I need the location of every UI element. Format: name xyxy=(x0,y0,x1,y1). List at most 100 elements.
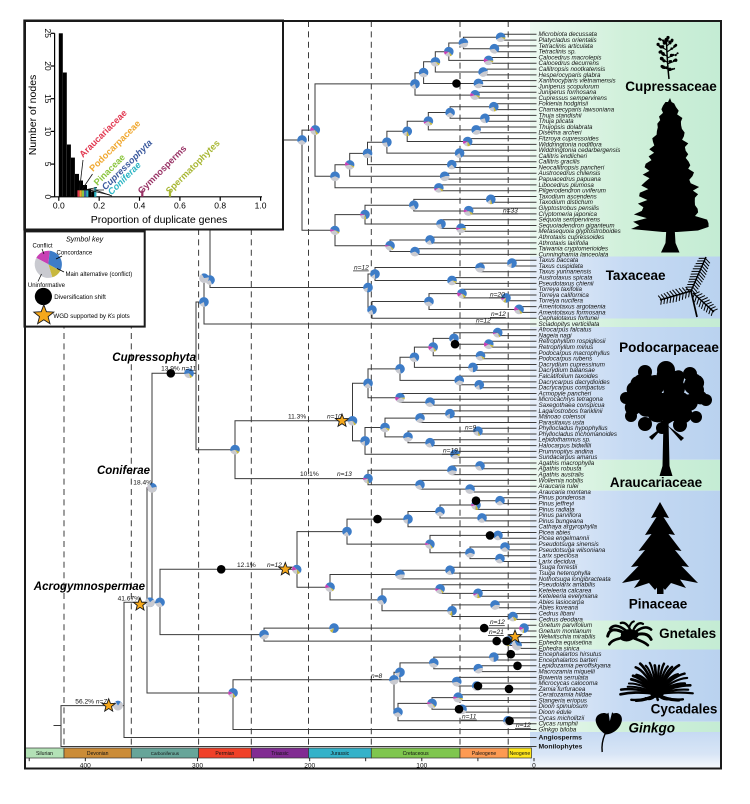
svg-text:Podocarpus macrophyllus: Podocarpus macrophyllus xyxy=(539,350,610,357)
svg-text:Dioon edule: Dioon edule xyxy=(539,709,573,716)
svg-text:Nothotsuga longibracteata: Nothotsuga longibracteata xyxy=(539,576,612,583)
svg-text:Jurassic: Jurassic xyxy=(331,751,350,757)
svg-text:Calocedrus decurrens: Calocedrus decurrens xyxy=(539,60,600,67)
svg-text:Acrogymnospermae: Acrogymnospermae xyxy=(33,581,146,593)
svg-text:Torreya taxifolia: Torreya taxifolia xyxy=(539,286,583,293)
svg-text:300: 300 xyxy=(192,763,203,770)
svg-text:Ginkgo biloba: Ginkgo biloba xyxy=(539,726,577,733)
svg-text:Ceratozamia hildae: Ceratozamia hildae xyxy=(539,692,593,699)
svg-text:Conflict: Conflict xyxy=(33,244,53,250)
svg-text:n=19: n=19 xyxy=(443,448,458,455)
svg-text:Dacrycarpus dacrydioides: Dacrycarpus dacrydioides xyxy=(539,379,610,386)
svg-text:Tsuga forrestii: Tsuga forrestii xyxy=(539,564,578,571)
svg-text:n=21: n=21 xyxy=(489,629,504,636)
svg-text:13.9% n=11: 13.9% n=11 xyxy=(161,366,196,373)
svg-text:20: 20 xyxy=(43,61,53,71)
svg-text:Prumnopitys andina: Prumnopitys andina xyxy=(539,448,594,455)
svg-text:Podocarpus rubens: Podocarpus rubens xyxy=(539,356,593,363)
svg-text:11.3%: 11.3% xyxy=(288,413,306,420)
svg-text:Calocedrus macrolepis: Calocedrus macrolepis xyxy=(539,54,602,61)
svg-text:400: 400 xyxy=(80,763,91,770)
svg-text:Devonian: Devonian xyxy=(87,751,109,757)
svg-text:100: 100 xyxy=(416,763,427,770)
svg-text:Tetraclinis sp.: Tetraclinis sp. xyxy=(539,49,577,56)
svg-text:Main alternative (conflict): Main alternative (conflict) xyxy=(66,272,133,278)
svg-text:Microcycas calocoma: Microcycas calocoma xyxy=(539,680,599,687)
svg-text:0.6: 0.6 xyxy=(174,201,186,211)
svg-text:Tsuga heterophylla: Tsuga heterophylla xyxy=(539,570,592,577)
svg-text:Lepidozamia peroffskyana: Lepidozamia peroffskyana xyxy=(539,663,612,670)
svg-text:Silurian: Silurian xyxy=(36,751,53,757)
svg-text:Cedrus libani: Cedrus libani xyxy=(539,611,576,618)
svg-text:Dacrycarpus compactus: Dacrycarpus compactus xyxy=(539,385,605,392)
svg-text:0.4: 0.4 xyxy=(134,201,146,211)
svg-text:Acmopyle pancheri: Acmopyle pancheri xyxy=(538,390,592,397)
svg-text:Callitris endlicheri: Callitris endlicheri xyxy=(539,153,588,160)
svg-text:Taxodium distichum: Taxodium distichum xyxy=(539,199,593,206)
svg-text:Uninformative: Uninformative xyxy=(28,283,66,289)
svg-text:Diselma archeri: Diselma archeri xyxy=(539,130,583,137)
svg-text:Sequoia sempervirens: Sequoia sempervirens xyxy=(539,217,601,224)
svg-text:Torreya nucifera: Torreya nucifera xyxy=(539,298,584,305)
svg-text:Cupressophyta: Cupressophyta xyxy=(112,352,196,364)
svg-text:Araucariaceae: Araucariaceae xyxy=(610,475,703,490)
svg-text:Cedrus deodara: Cedrus deodara xyxy=(539,616,584,623)
svg-text:Cupressaceae: Cupressaceae xyxy=(625,79,717,94)
svg-text:Pinus bungeana: Pinus bungeana xyxy=(539,518,584,525)
svg-text:Carboniferous: Carboniferous xyxy=(151,751,180,756)
svg-text:Symbol key: Symbol key xyxy=(66,235,104,244)
svg-text:Agathis australis: Agathis australis xyxy=(538,472,584,479)
svg-text:Ephedra sinica: Ephedra sinica xyxy=(539,645,580,652)
svg-text:Thuja standishii: Thuja standishii xyxy=(539,112,583,119)
svg-text:Fokienia hodginsii: Fokienia hodginsii xyxy=(539,101,589,108)
svg-text:Torreya californica: Torreya californica xyxy=(539,292,590,299)
svg-text:Widdringtonia cedarbergensis: Widdringtonia cedarbergensis xyxy=(539,147,621,154)
svg-text:Thujopsis dolabrata: Thujopsis dolabrata xyxy=(539,124,594,131)
svg-text:Dacrydium balansae: Dacrydium balansae xyxy=(539,367,596,374)
svg-text:Amentotaxus formosana: Amentotaxus formosana xyxy=(538,309,607,316)
svg-text:n=12: n=12 xyxy=(516,722,531,729)
svg-text:Macrozamia miquelii: Macrozamia miquelii xyxy=(539,669,596,676)
svg-text:Microbiota decussata: Microbiota decussata xyxy=(539,31,598,38)
svg-text:n=9: n=9 xyxy=(465,425,477,432)
svg-text:10.1%: 10.1% xyxy=(300,471,319,478)
svg-text:Pseudolarix amabilis: Pseudolarix amabilis xyxy=(539,582,596,589)
svg-text:Monilophytes: Monilophytes xyxy=(539,744,583,751)
svg-text:Neogene: Neogene xyxy=(510,751,531,757)
svg-text:Taxus yunnanensis: Taxus yunnanensis xyxy=(539,269,592,276)
svg-text:Pinus parviflora: Pinus parviflora xyxy=(539,512,582,519)
svg-text:Falcatifolium taxoides: Falcatifolium taxoides xyxy=(539,373,599,380)
svg-text:Picea abies: Picea abies xyxy=(539,529,571,536)
svg-text:Cunninghamia lanceolata: Cunninghamia lanceolata xyxy=(539,251,609,258)
svg-text:n=12: n=12 xyxy=(354,264,369,271)
svg-text:Pseudotsuga wilsoniana: Pseudotsuga wilsoniana xyxy=(539,547,606,554)
svg-text:Gnetales: Gnetales xyxy=(659,626,716,641)
svg-text:Lepidothamnus sp.: Lepidothamnus sp. xyxy=(539,437,591,444)
svg-text:Coniferae: Coniferae xyxy=(97,465,151,477)
svg-text:Callitris gracilis: Callitris gracilis xyxy=(539,159,580,166)
svg-text:Diversification shift: Diversification shift xyxy=(54,294,106,301)
svg-text:n=12: n=12 xyxy=(267,562,282,569)
svg-text:0: 0 xyxy=(43,194,53,199)
svg-text:0.8: 0.8 xyxy=(214,201,226,211)
svg-text:Picea engelmannii: Picea engelmannii xyxy=(539,535,590,542)
svg-text:200: 200 xyxy=(304,763,315,770)
svg-text:n=13: n=13 xyxy=(337,471,352,478)
svg-text:Permian: Permian xyxy=(215,751,234,757)
svg-text:Araucaria montana: Araucaria montana xyxy=(538,489,592,496)
svg-text:56.2% n=7: 56.2% n=7 xyxy=(75,699,107,706)
svg-text:Athrotaxis cupressoides: Athrotaxis cupressoides xyxy=(538,234,605,241)
svg-text:Pseudotaxus chienii: Pseudotaxus chienii xyxy=(539,280,595,287)
svg-text:Thuja plicata: Thuja plicata xyxy=(539,118,575,125)
svg-text:Nageia nagi: Nageia nagi xyxy=(539,333,573,340)
svg-text:Chamaecyparis lawsoniana: Chamaecyparis lawsoniana xyxy=(539,107,615,114)
svg-text:Juniperus scopulorum: Juniperus scopulorum xyxy=(538,83,600,90)
svg-text:Papuacedrus papuana: Papuacedrus papuana xyxy=(539,176,602,183)
svg-text:Pinaceae: Pinaceae xyxy=(629,597,688,612)
svg-text:n=12: n=12 xyxy=(490,619,505,626)
svg-text:Austrotaxus spicata: Austrotaxus spicata xyxy=(538,275,594,282)
svg-text:n=20: n=20 xyxy=(490,291,505,298)
svg-text:Araucaria rulei: Araucaria rulei xyxy=(538,483,580,490)
svg-text:Wollemia nobilis: Wollemia nobilis xyxy=(539,477,584,484)
svg-text:Number of nodes: Number of nodes xyxy=(27,75,39,156)
